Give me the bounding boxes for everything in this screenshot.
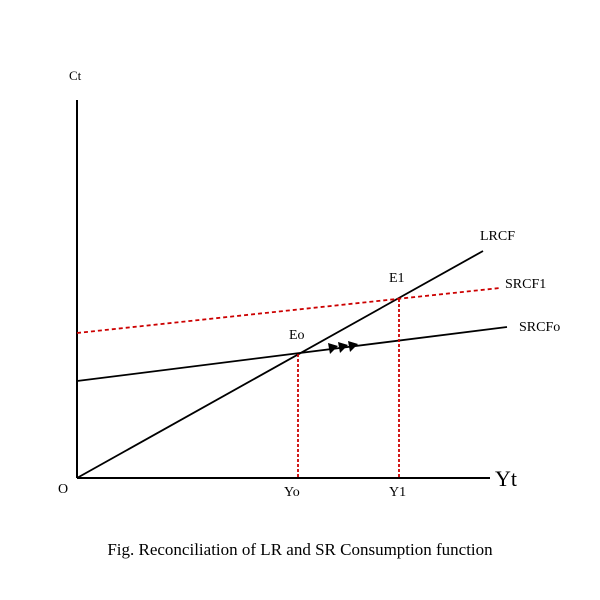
srcf1-label: SRCF1 [505,277,546,292]
y0-tick-label: Yo [284,485,300,500]
e0-point-label: Eo [289,328,305,343]
figure-caption: Fig. Reconciliation of LR and SR Consump… [107,540,493,559]
y1-tick-label: Y1 [389,485,406,500]
shift-arrows-icon [328,341,358,354]
origin-label: O [58,482,68,497]
y-axis-label: Ct [69,68,82,83]
x-axis-label: Yt [495,466,517,491]
lrcf-label: LRCF [480,229,515,244]
srcf1-line [76,287,501,334]
srcf0-label: SRCFo [519,320,560,335]
e1-point-label: E1 [389,271,405,286]
srcf0-line [76,326,508,382]
lrcf-line [76,250,484,479]
